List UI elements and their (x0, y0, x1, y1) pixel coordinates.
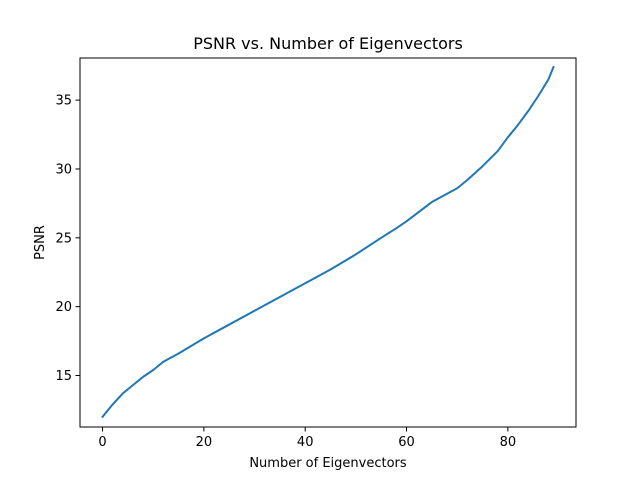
y-tick-label: 30 (55, 162, 72, 177)
x-tick-label: 0 (98, 435, 106, 450)
y-tick-label: 20 (55, 300, 72, 315)
x-tick-label: 80 (500, 435, 517, 450)
y-tick-label: 35 (55, 94, 72, 109)
x-axis-label: Number of Eigenvectors (249, 456, 407, 471)
x-tick-label: 60 (398, 435, 415, 450)
x-tick-label: 40 (297, 435, 314, 450)
series-layer (101, 65, 555, 419)
x-tick-label: 20 (196, 435, 213, 450)
y-axis-label: PSNR (33, 225, 48, 260)
y-axis-ticks: 15 20 25 30 35 (55, 94, 80, 384)
plot-area (80, 58, 576, 427)
x-axis-ticks: 0 20 40 60 80 (98, 427, 516, 450)
y-tick-label: 25 (55, 231, 72, 246)
series-line (101, 65, 555, 419)
chart-title: PSNR vs. Number of Eigenvectors (193, 34, 463, 53)
y-tick-label: 15 (55, 369, 72, 384)
plot-frame (79, 57, 577, 428)
